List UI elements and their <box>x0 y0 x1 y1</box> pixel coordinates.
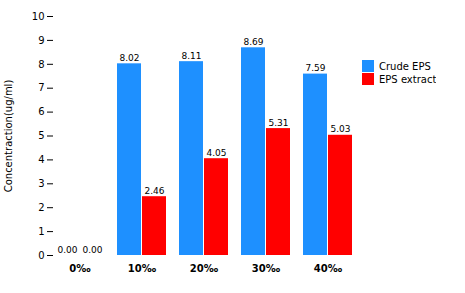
html-text:Crude EPS: Crude EPS <box>379 60 431 72</box>
svg-text:7.59: 7.59 <box>305 63 325 73</box>
svg-text:8.69: 8.69 <box>243 37 263 47</box>
svg-text:4.05: 4.05 <box>206 148 226 158</box>
svg-text:5: 5 <box>38 130 44 141</box>
svg-text:2: 2 <box>38 202 44 213</box>
svg-text:5.03: 5.03 <box>330 124 350 134</box>
svg-text:10: 10 <box>32 11 45 22</box>
svg-text:0.00: 0.00 <box>57 245 77 255</box>
svg-text:8: 8 <box>38 59 44 70</box>
svg-text:30‰: 30‰ <box>252 263 281 274</box>
svg-text:20‰: 20‰ <box>190 263 219 274</box>
svg-text:3: 3 <box>38 178 44 189</box>
html-text:EPS extract: EPS extract <box>379 73 437 85</box>
svg-text:5.31: 5.31 <box>268 118 288 128</box>
svg-text:6: 6 <box>38 106 44 117</box>
svg-text:7: 7 <box>38 82 44 93</box>
svg-text:8.02: 8.02 <box>119 53 139 63</box>
svg-text:4: 4 <box>38 154 44 165</box>
svg-text:9: 9 <box>38 35 44 46</box>
svg-text:8.11: 8.11 <box>181 51 201 61</box>
svg-text:0.00: 0.00 <box>82 245 102 255</box>
svg-text:2.46: 2.46 <box>144 186 164 196</box>
svg-text:10‰: 10‰ <box>128 263 157 274</box>
svg-text:Concentraction(ug/ml): Concentraction(ug/ml) <box>3 80 14 193</box>
svg-text:0‰: 0‰ <box>69 263 91 274</box>
svg-text:0: 0 <box>38 250 44 261</box>
svg-text:1: 1 <box>38 226 44 237</box>
svg-text:40‰: 40‰ <box>314 263 343 274</box>
